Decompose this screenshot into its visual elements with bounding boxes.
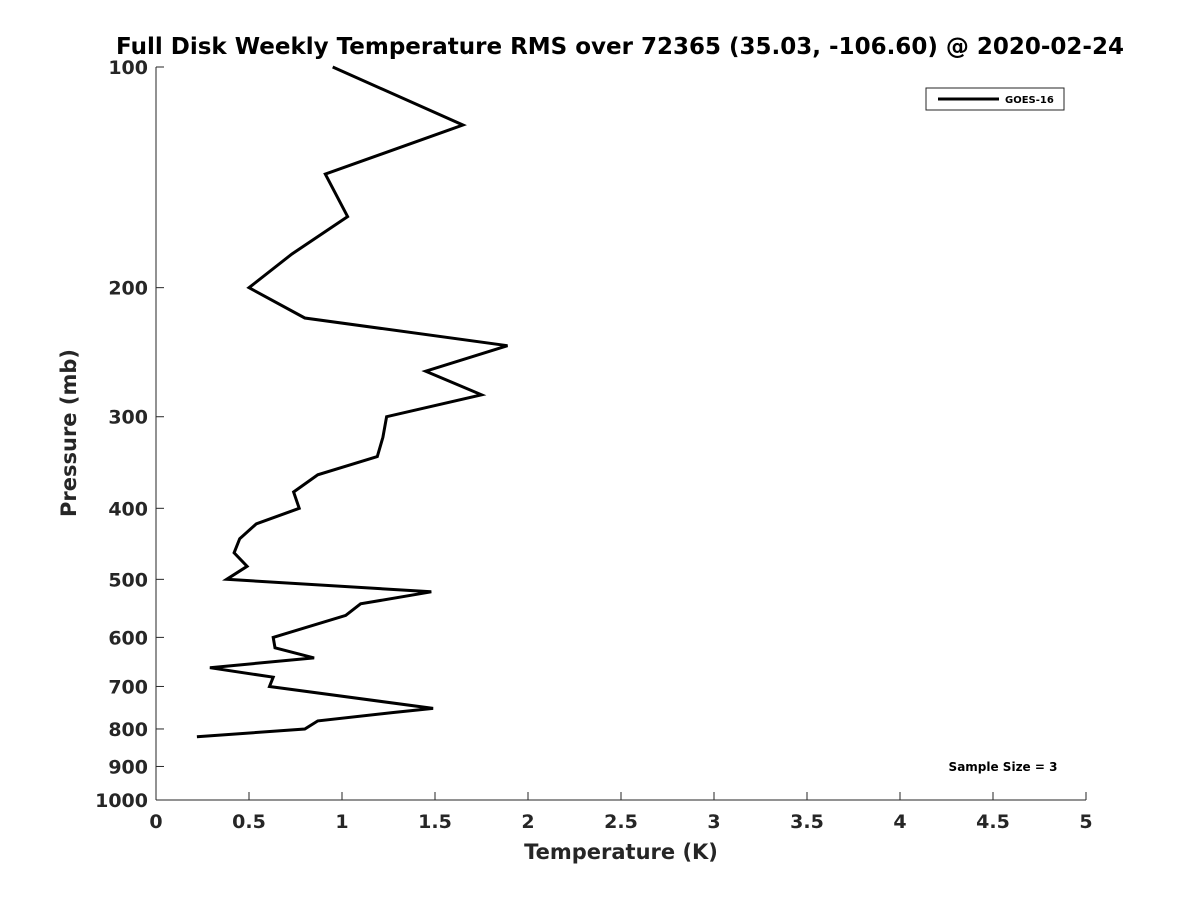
x-axis-label: Temperature (K) [524, 840, 718, 864]
x-tick-label: 4 [893, 811, 906, 833]
y-tick-label: 1000 [95, 790, 148, 812]
x-tick-label: 2.5 [604, 811, 638, 833]
x-axis-ticks: 0 0.5 1 1.5 2 2.5 3 3.5 4 4.5 5 [149, 792, 1093, 833]
series-line-goes-16 [196, 65, 508, 739]
y-tick-label: 500 [108, 569, 148, 591]
x-tick-label: 0 [149, 811, 162, 833]
y-tick-label: 700 [108, 676, 148, 698]
y-tick-label: 600 [108, 627, 148, 649]
y-axis-label: Pressure (mb) [57, 349, 81, 517]
y-tick-label: 400 [108, 498, 148, 520]
x-tick-label: 4.5 [976, 811, 1010, 833]
x-tick-label: 5 [1079, 811, 1092, 833]
y-tick-label: 100 [108, 57, 148, 79]
chart-title: Full Disk Weekly Temperature RMS over 72… [116, 34, 1124, 60]
legend-label-goes-16: GOES-16 [1005, 95, 1054, 106]
x-tick-label: 0.5 [232, 811, 266, 833]
y-tick-label: 800 [108, 719, 148, 741]
x-tick-label: 1 [335, 811, 348, 833]
legend: GOES-16 [925, 87, 1065, 111]
x-tick-label: 3 [707, 811, 720, 833]
sample-size-annotation: Sample Size = 3 [949, 760, 1058, 774]
x-tick-label: 2 [521, 811, 534, 833]
y-tick-label: 200 [108, 278, 148, 300]
y-axis-ticks: 100 200 300 400 500 600 700 800 900 1000 [95, 57, 164, 812]
x-tick-label: 1.5 [418, 811, 452, 833]
y-tick-label: 300 [108, 407, 148, 429]
x-tick-label: 3.5 [790, 811, 824, 833]
y-tick-label: 900 [108, 756, 148, 778]
